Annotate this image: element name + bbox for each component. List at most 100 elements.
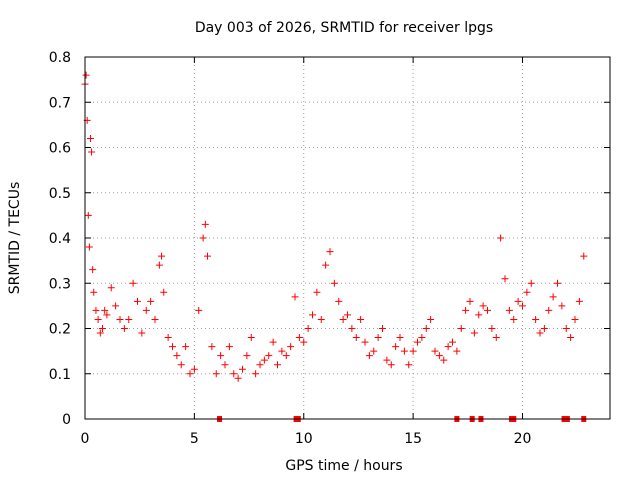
data-point [84, 211, 92, 219]
data-point [488, 325, 496, 332]
data-point [125, 315, 133, 323]
data-point [562, 325, 570, 332]
data-point [204, 252, 211, 260]
y-tick-label: 0.2 [49, 322, 71, 338]
data-point [540, 325, 548, 332]
x-tick-label: 15 [404, 431, 422, 447]
data-point [195, 306, 203, 314]
data-point [317, 315, 325, 323]
data-point [129, 279, 137, 287]
data-point [300, 338, 308, 346]
data-point [107, 284, 115, 292]
data-point [138, 329, 146, 337]
data-point [444, 343, 452, 351]
data-point [352, 334, 360, 342]
data-point [265, 352, 273, 360]
data-point [239, 365, 246, 373]
data-point [147, 297, 155, 305]
data-point [370, 347, 378, 355]
data-point [101, 306, 109, 314]
data-point [326, 248, 334, 256]
data-point [225, 343, 233, 351]
data-point [112, 302, 120, 310]
data-point [580, 252, 588, 260]
data-point [571, 315, 579, 323]
x-tick-label: 20 [514, 431, 532, 447]
data-point [536, 329, 544, 337]
y-tick-label: 0.6 [49, 141, 71, 157]
data-point [514, 297, 522, 305]
data-point [392, 343, 400, 351]
data-point [527, 279, 535, 287]
data-point [221, 361, 229, 369]
data-point [234, 374, 242, 382]
data-point [309, 311, 316, 319]
data-point [387, 361, 395, 369]
data-point [532, 315, 540, 323]
data-point [344, 311, 351, 319]
data-point [151, 315, 159, 323]
data-point [90, 288, 98, 296]
data-point [449, 338, 456, 346]
data-points [81, 71, 588, 422]
x-tick-label: 10 [295, 431, 313, 447]
data-point [422, 325, 430, 332]
data-point [414, 338, 421, 346]
data-point [457, 325, 465, 332]
data-point [295, 334, 303, 342]
data-point [379, 325, 386, 332]
data-point [549, 293, 557, 301]
data-point [247, 334, 255, 342]
data-point [190, 365, 198, 373]
data-point [440, 356, 448, 364]
data-point [554, 279, 561, 287]
data-point [418, 334, 426, 342]
chart-title: Day 003 of 2026, SRMTID for receiver lpg… [195, 20, 493, 36]
data-point [405, 361, 413, 369]
x-axis-label: GPS time / hours [285, 458, 402, 474]
y-tick-label: 0.4 [49, 231, 71, 247]
data-point [304, 325, 312, 332]
data-point [134, 297, 141, 305]
data-point [409, 347, 417, 355]
data-point [435, 352, 443, 360]
data-point [365, 352, 373, 360]
data-point [155, 261, 163, 269]
data-point [545, 306, 553, 314]
grid [85, 57, 610, 419]
data-point [400, 347, 408, 355]
data-point [492, 334, 500, 342]
data-point [92, 306, 100, 314]
data-point [252, 370, 260, 378]
data-point [85, 243, 93, 251]
data-point [96, 329, 104, 337]
y-tick-label: 0.5 [49, 186, 71, 202]
data-point [173, 352, 181, 360]
data-point [160, 288, 168, 296]
data-point [357, 315, 365, 323]
data-point [182, 343, 190, 351]
data-point [470, 329, 478, 337]
data-point [510, 315, 518, 323]
data-point [274, 361, 281, 369]
data-point [99, 325, 106, 332]
data-point [396, 334, 404, 342]
axis-ticks: 0 0.1 0.2 0.3 0.4 0.5 0.6 0.7 0.8 0 5 10 15 20 [49, 50, 610, 447]
data-point [335, 297, 343, 305]
data-point [260, 356, 268, 364]
data-point [116, 315, 124, 323]
data-point [339, 315, 347, 323]
y-tick-label: 0.1 [49, 367, 71, 383]
data-point [86, 134, 94, 142]
data-point [348, 325, 356, 332]
data-point [256, 361, 264, 369]
y-axis-label: SRMTID / TECUs [7, 182, 23, 295]
y-tick-label: 0.7 [49, 95, 71, 111]
y-tick-label: 0.3 [49, 276, 71, 292]
data-point [287, 343, 295, 351]
data-point [479, 302, 487, 310]
data-point [158, 252, 166, 260]
data-point [88, 148, 96, 156]
data-point [282, 352, 290, 360]
data-point [383, 356, 391, 364]
